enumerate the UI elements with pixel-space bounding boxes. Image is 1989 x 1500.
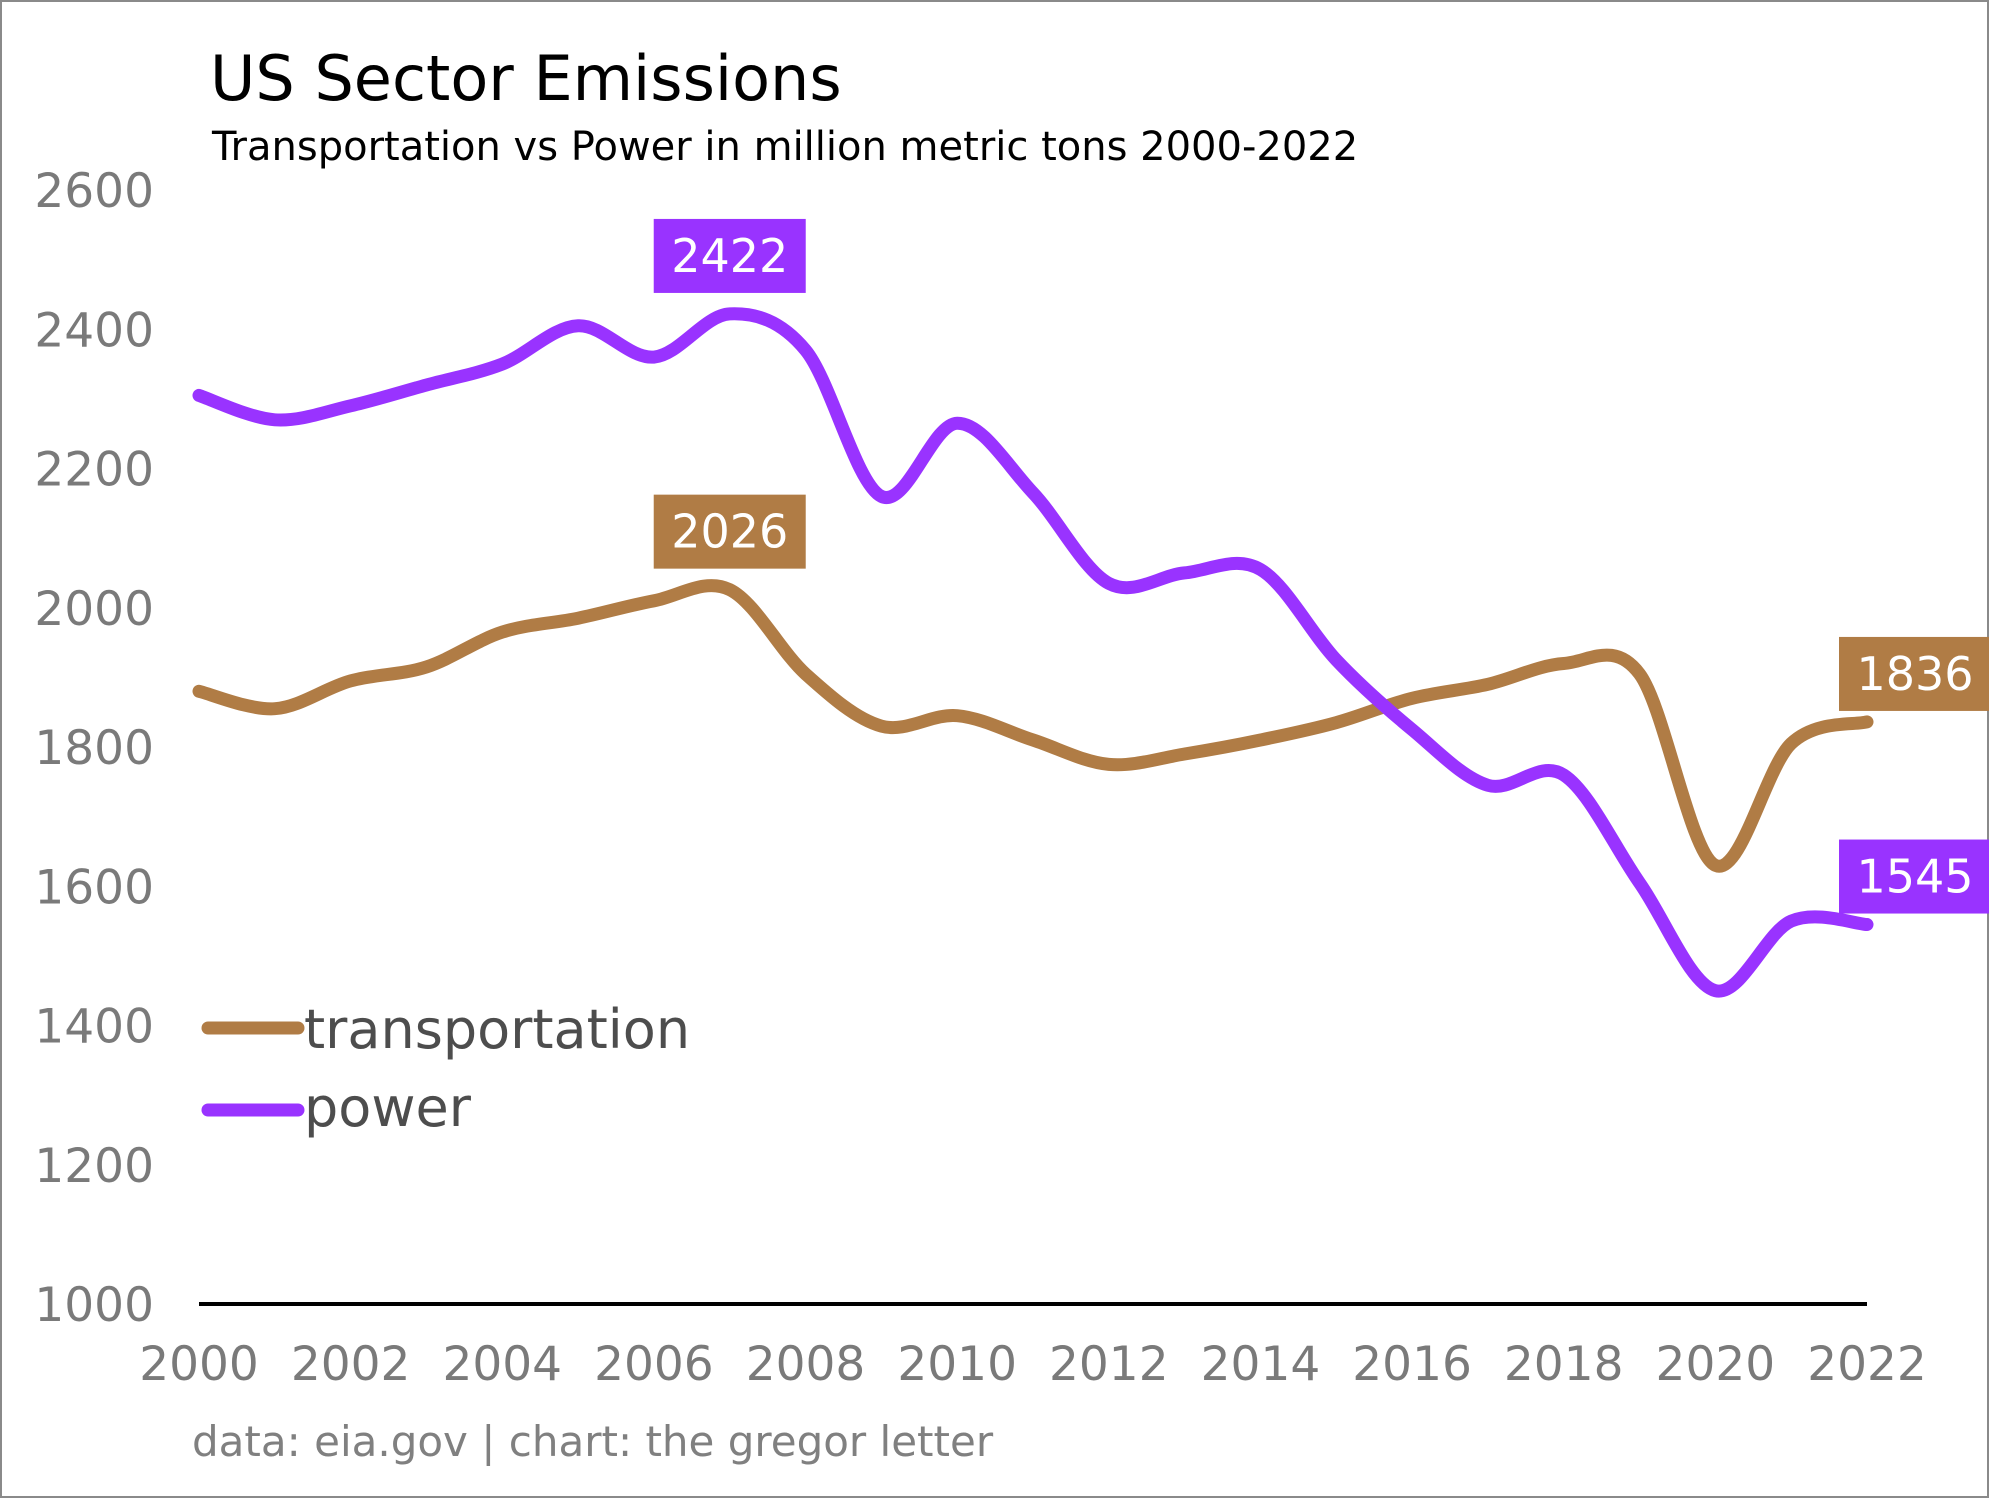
- x-tick-label: 2016: [1352, 1337, 1472, 1392]
- value-label: 1545: [1856, 850, 1973, 904]
- value-label-box: [653, 494, 806, 569]
- x-tick-label: 2004: [442, 1337, 562, 1392]
- y-tick-label: 2000: [34, 582, 154, 637]
- legend-label-transportation: transportation: [304, 998, 690, 1061]
- legend-label-power: power: [304, 1076, 472, 1139]
- series-lines: [192, 307, 1874, 998]
- y-tick-label: 1800: [34, 721, 154, 776]
- x-tick-label: 2022: [1807, 1337, 1927, 1392]
- y-tick-label: 1000: [34, 1278, 154, 1333]
- y-axis-ticks: 1000 1200 1400 1600 1800 2000 2200 2400 2600: [34, 164, 154, 1333]
- value-label: 2422: [671, 229, 788, 283]
- value-label: 1836: [1856, 647, 1973, 701]
- x-tick-label: 2000: [139, 1337, 259, 1392]
- y-tick-label: 2200: [34, 443, 154, 498]
- x-tick-label: 2008: [746, 1337, 866, 1392]
- series-line-transportation: [192, 579, 1874, 873]
- value-label-box: [1839, 636, 1989, 711]
- y-tick-label: 2600: [34, 164, 154, 219]
- source-note: data: eia.gov | chart: the gregor letter: [192, 1417, 994, 1466]
- value-label-box: [653, 218, 806, 293]
- x-tick-label: 2002: [291, 1337, 411, 1392]
- series-line-power: [192, 307, 1874, 998]
- y-tick-label: 2400: [34, 303, 154, 358]
- chart-subtitle: Transportation vs Power in million metri…: [211, 124, 1358, 170]
- value-label-box: [1839, 839, 1989, 914]
- x-tick-label: 2006: [594, 1337, 714, 1392]
- x-tick-label: 2018: [1504, 1337, 1624, 1392]
- x-tick-label: 2010: [897, 1337, 1017, 1392]
- x-tick-label: 2020: [1656, 1337, 1776, 1392]
- y-tick-label: 1200: [34, 1139, 154, 1194]
- y-tick-label: 1600: [34, 860, 154, 915]
- x-tick-label: 2014: [1201, 1337, 1321, 1392]
- x-tick-label: 2012: [1049, 1337, 1169, 1392]
- chart-title: US Sector Emissions: [210, 42, 842, 115]
- legend: transportation power: [201, 998, 690, 1139]
- value-label: 2026: [671, 505, 788, 559]
- value-labels: 2422 2026 1836 1545: [653, 218, 1989, 914]
- y-tick-label: 1400: [34, 1000, 154, 1055]
- x-axis-ticks: 2000 2002 2004 2006 2008 2010 2012 2014 2016 2018…: [139, 1337, 1927, 1392]
